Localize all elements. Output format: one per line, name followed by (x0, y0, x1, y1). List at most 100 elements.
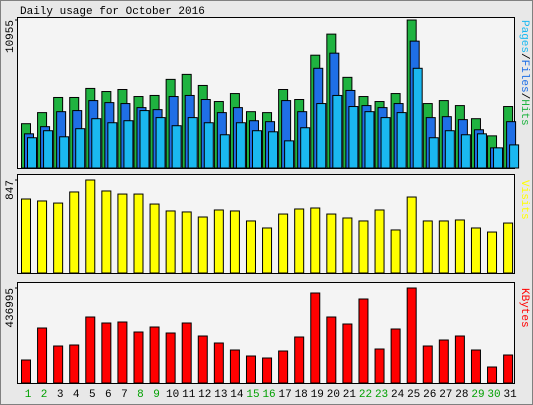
bar (406, 196, 417, 274)
bar (460, 134, 471, 169)
x-tick-label: 7 (121, 389, 128, 401)
bar (454, 335, 465, 384)
bar (171, 125, 182, 169)
x-tick-label: 15 (246, 389, 259, 401)
bar (75, 128, 86, 169)
bar (374, 348, 385, 384)
bar (229, 349, 240, 384)
bar (422, 220, 433, 274)
bar (326, 213, 337, 274)
x-tick-label: 8 (137, 389, 144, 401)
bar (294, 208, 305, 274)
x-tick-label: 12 (198, 389, 211, 401)
bar (117, 321, 128, 384)
bar (91, 118, 102, 169)
y-tick-label: 10955 (5, 20, 17, 53)
legend-separator: / (518, 93, 530, 100)
bar (219, 134, 230, 169)
bar (59, 136, 70, 169)
legend-entry: Hits (518, 99, 530, 125)
bar (165, 332, 176, 384)
bar (133, 331, 144, 384)
bar (310, 207, 321, 274)
bar (101, 322, 112, 384)
legend: KBytes (518, 288, 530, 328)
x-tick-label: 2 (41, 389, 48, 401)
bar (487, 366, 498, 384)
bar (268, 131, 279, 169)
bar (348, 106, 359, 169)
x-tick-label: 1 (25, 389, 32, 401)
x-tick-label: 25 (407, 389, 420, 401)
bar (470, 227, 481, 274)
legend-entry: Visits (518, 180, 530, 220)
bar (262, 227, 273, 274)
bar (181, 322, 192, 384)
x-tick-label: 31 (503, 389, 517, 401)
bar (229, 210, 240, 274)
bar (284, 140, 295, 169)
bar (133, 193, 144, 274)
x-tick-label: 28 (455, 389, 468, 401)
x-tick-label: 17 (279, 389, 292, 401)
bar (380, 117, 391, 169)
bar (493, 147, 504, 169)
x-tick-label: 20 (327, 389, 340, 401)
x-tick-label: 3 (57, 389, 64, 401)
bar (21, 359, 31, 384)
bar (332, 94, 343, 169)
bar (509, 144, 520, 169)
bar (181, 211, 192, 274)
bar (235, 122, 246, 169)
legend-separator: / (518, 53, 530, 60)
bar (476, 133, 487, 169)
bar (21, 198, 31, 274)
bar (197, 335, 208, 384)
x-tick-label: 27 (439, 389, 452, 401)
bar (155, 117, 166, 169)
bar (149, 326, 160, 384)
bar (107, 122, 118, 169)
bar (117, 193, 128, 274)
bar (165, 210, 176, 274)
bar (37, 327, 48, 384)
y-tick-label: 436995 (5, 288, 17, 328)
x-tick-label: 26 (423, 389, 436, 401)
chart-title: Daily usage for October 2016 (20, 6, 205, 18)
bar (101, 190, 112, 274)
x-tick-label: 13 (214, 389, 227, 401)
x-tick-label: 30 (487, 389, 500, 401)
x-tick-label: 29 (471, 389, 484, 401)
bar (454, 219, 465, 274)
bar (197, 216, 208, 274)
bar (342, 323, 353, 384)
bar (390, 328, 401, 384)
x-tick-label: 22 (359, 389, 372, 401)
bar (251, 130, 262, 169)
bar (123, 120, 134, 169)
legend-entry: KBytes (518, 288, 530, 328)
x-tick-label: 5 (89, 389, 96, 401)
bar (245, 220, 256, 274)
bar (149, 203, 160, 274)
bar (213, 342, 224, 384)
y-tick-label: 847 (5, 180, 17, 200)
x-tick-label: 23 (375, 389, 388, 401)
x-tick-label: 16 (262, 389, 275, 401)
bar (438, 339, 449, 384)
bar (406, 287, 417, 384)
x-tick-label: 18 (295, 389, 308, 401)
bar (69, 344, 80, 384)
x-tick-label: 11 (182, 389, 196, 401)
bar (53, 202, 64, 274)
bar (428, 137, 439, 169)
bar (503, 222, 514, 274)
bar (187, 117, 198, 169)
bar (262, 357, 273, 384)
bar (27, 137, 37, 169)
x-tick-label: 4 (73, 389, 80, 401)
x-tick-label: 9 (153, 389, 160, 401)
bar (310, 292, 321, 384)
bar (69, 191, 80, 274)
